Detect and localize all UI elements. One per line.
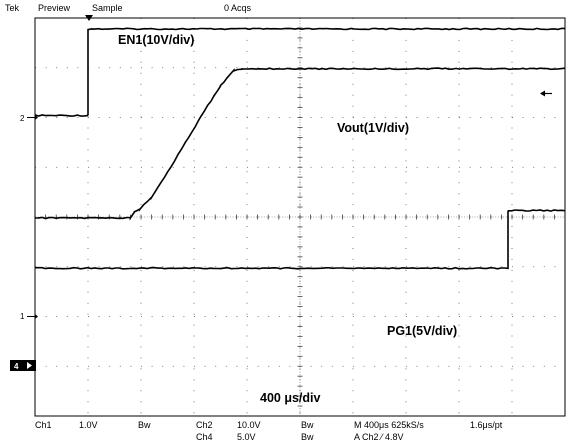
horizontal-settings: M 400μs 625kS/s	[354, 420, 424, 430]
ch4-ground-marker: 4	[10, 360, 36, 371]
graticule	[34, 17, 566, 417]
ch4-scale: 5.0V	[237, 432, 256, 442]
channel-markers: 2 1 4	[10, 114, 38, 371]
acquisition-mode-label: Sample	[92, 3, 123, 13]
pg1-label: PG1(5V/div)	[387, 324, 457, 338]
ch4-marker-label: 4	[14, 362, 19, 371]
waveform-traces	[34, 27, 566, 270]
ch2-marker-label: 2	[20, 114, 25, 123]
ch2-ground-marker: 2	[20, 114, 38, 123]
trace-en1	[34, 27, 565, 117]
ch1-marker-label: 1	[20, 312, 25, 321]
graticule-frame	[34, 17, 566, 417]
ch1-name: Ch1	[35, 420, 52, 430]
trace-vout	[34, 67, 566, 221]
ch2-name: Ch2	[196, 420, 213, 430]
ch1-bandwidth: Bw	[138, 420, 151, 430]
brand-label: Tek	[5, 3, 20, 13]
timebase-label: 400 μs/div	[260, 391, 321, 405]
ch1-ground-marker: 1	[20, 312, 38, 321]
left-arrow-icon	[540, 90, 552, 97]
ch4-name: Ch4	[196, 432, 213, 442]
settings-readout: Ch1 1.0V Bw Ch2 10.0V Bw Ch4 5.0V Bw M 4…	[35, 420, 503, 442]
en1-label: EN1(10V/div)	[118, 33, 194, 47]
vout-label: Vout(1V/div)	[337, 121, 409, 135]
acquisition-count: 0 Acqs	[224, 3, 252, 13]
ch2-bandwidth: Bw	[301, 420, 314, 430]
trigger-settings: A Ch2 ⁄ 4.8V	[354, 432, 404, 442]
trace-pg1	[35, 209, 566, 270]
status-bar: Tek Preview Sample 0 Acqs	[5, 3, 252, 13]
ch4-bandwidth: Bw	[301, 432, 314, 442]
sample-interval: 1.6μs/pt	[470, 420, 503, 430]
run-mode-label: Preview	[38, 3, 71, 13]
ch2-scale: 10.0V	[237, 420, 261, 430]
ch1-scale: 1.0V	[79, 420, 98, 430]
